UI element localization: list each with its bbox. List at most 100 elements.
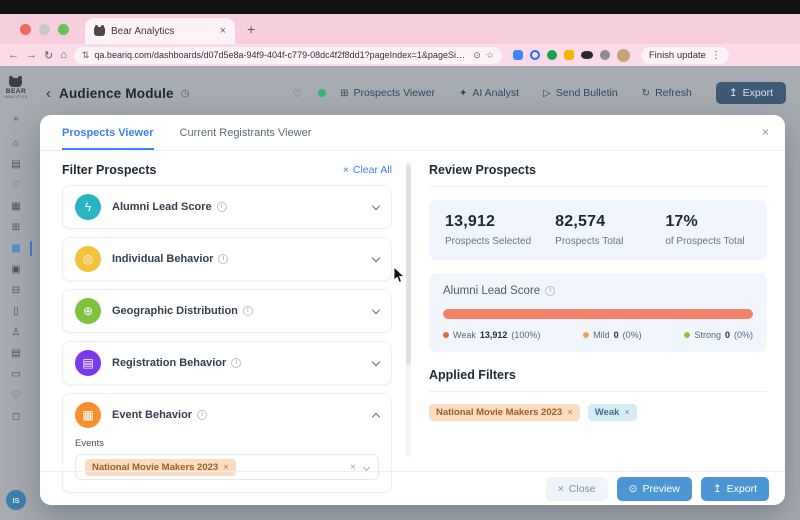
legend-name: Strong <box>694 330 721 340</box>
sidebar-item-chat-icon[interactable]: ◻ <box>11 411 21 422</box>
select-clear-icon[interactable]: × <box>350 461 356 473</box>
site-settings-icon[interactable]: ⇅ <box>81 49 90 60</box>
sidebar-item-cards-icon[interactable]: ▭ <box>11 369 21 380</box>
remove-tag-icon[interactable]: × <box>624 407 630 418</box>
chevron-down-icon[interactable] <box>371 357 381 366</box>
remove-tag-icon[interactable]: × <box>567 407 573 418</box>
browser-toolbar: ← → ↻ ⌂ ⇅ qa.beariq.com/dashboards/d07d5… <box>0 44 800 66</box>
chevron-up-icon[interactable] <box>371 412 381 421</box>
stat-prospects-selected: 13,912 Prospects Selected <box>445 213 555 247</box>
sidebar-item-notebook-icon[interactable]: ▤ <box>11 348 21 359</box>
applied-filter-tag-event[interactable]: National Movie Makers 2023 × <box>429 404 580 421</box>
modal-close-icon[interactable]: × <box>761 125 769 139</box>
reload-icon[interactable]: ↻ <box>44 49 54 62</box>
registration-icon: ▤ <box>75 350 101 376</box>
filter-group-label: Alumni Lead Score <box>112 201 212 213</box>
maximize-window-button[interactable] <box>58 24 69 35</box>
puzzle-extension-icon[interactable] <box>599 50 610 60</box>
filter-group-individual-behavior[interactable]: ◎ Individual Behavior i <box>62 237 392 281</box>
sidebar-item-apps-icon[interactable]: ⊞ <box>11 222 21 233</box>
bookmark-star-icon[interactable]: ☆ <box>485 49 494 60</box>
filter-group-label: Geographic Distribution <box>112 305 238 317</box>
bear-logo-icon <box>9 76 23 87</box>
green-extension-icon[interactable] <box>546 50 557 60</box>
legend-pct: (0%) <box>733 330 753 340</box>
export-button-label: Export <box>726 482 757 495</box>
select-chevron-icon[interactable] <box>362 463 371 471</box>
bear-logo-title: BEAR <box>5 88 27 95</box>
info-icon: i <box>197 410 208 420</box>
prospects-viewer-button[interactable]: ⊞ Prospects Viewer <box>340 87 435 99</box>
preview-button[interactable]: ⊙ Preview <box>616 476 692 501</box>
url-text[interactable]: qa.beariq.com/dashboards/d07d5e8a-94f9-4… <box>94 50 469 60</box>
filter-group-alumni-lead-score[interactable]: ϟ Alumni Lead Score i <box>62 185 392 229</box>
send-bulletin-button[interactable]: ▷ Send Bulletin <box>543 87 618 99</box>
back-chevron-icon[interactable]: ‹ <box>46 84 51 102</box>
sidebar-item-archive-icon[interactable]: ⊟ <box>11 285 21 296</box>
chevron-down-icon[interactable] <box>371 253 381 262</box>
chevron-down-icon[interactable] <box>371 201 381 210</box>
export-button[interactable]: ↥ Export <box>700 476 769 501</box>
filter-group-registration-behavior[interactable]: ▤ Registration Behavior i <box>62 341 392 385</box>
info-icon: i <box>231 358 242 368</box>
refresh-button[interactable]: ↻ Refresh <box>642 87 692 99</box>
browser-tab[interactable]: Bear Analytics × <box>85 18 235 44</box>
sidebar-item-documents-icon[interactable]: ▯ <box>13 306 19 317</box>
user-avatar[interactable]: IS <box>6 490 26 510</box>
minimize-window-button[interactable] <box>39 24 50 35</box>
os-top-bar <box>0 0 800 14</box>
prospects-viewer-label: Prospects Viewer <box>353 87 435 99</box>
stat-percent-of-total: 17% of Prospects Total <box>665 213 751 247</box>
applied-filter-tag-weak[interactable]: Weak × <box>587 404 637 421</box>
sidebar-item-contacts-icon[interactable]: ♙ <box>11 327 21 338</box>
lead-score-icon: ϟ <box>75 194 101 220</box>
header-export-button[interactable]: ↥ Export <box>715 82 786 104</box>
sidebar-item-calendar-icon[interactable]: ▦ <box>11 201 21 212</box>
alumni-lead-score-card: Alumni Lead Score i Weak 13,912 (100%) <box>429 273 767 352</box>
scrollbar-thumb[interactable] <box>406 165 411 365</box>
applied-tag-label: National Movie Makers 2023 <box>436 407 563 418</box>
tab-current-registrants-viewer[interactable]: Current Registrants Viewer <box>179 126 312 139</box>
sidebar-collapse-icon[interactable]: » <box>13 113 19 123</box>
yellow-extension-icon[interactable] <box>563 50 574 60</box>
sidebar-item-organization-icon[interactable]: ▤ <box>11 159 21 170</box>
browser-menu-icon[interactable]: ⋮ <box>710 49 721 61</box>
status-dot <box>318 89 327 97</box>
close-button-label: Close <box>568 482 596 495</box>
ai-analyst-button[interactable]: ✦ AI Analyst <box>459 87 519 99</box>
header-actions: ♡ ⊞ Prospects Viewer ✦ AI Analyst ▷ Send… <box>292 82 800 104</box>
history-clock-icon[interactable]: ◷ <box>180 87 190 99</box>
new-tab-button[interactable]: + <box>247 21 256 37</box>
sidebar-item-media-icon[interactable]: ▣ <box>11 264 21 275</box>
chevron-down-icon[interactable] <box>371 305 381 314</box>
favorite-heart-icon[interactable]: ♡ <box>292 87 303 100</box>
filter-group-geographic-distribution[interactable]: ⊕ Geographic Distribution i <box>62 289 392 333</box>
sidebar-item-home-icon[interactable]: ⌂ <box>12 138 20 149</box>
remove-tag-icon[interactable]: × <box>223 461 229 473</box>
address-bar[interactable]: ⇅ qa.beariq.com/dashboards/d07d5e8a-94f9… <box>73 46 502 64</box>
refresh-icon: ↻ <box>641 87 651 99</box>
panel-scrollbar[interactable] <box>406 161 411 457</box>
prospects-viewer-icon: ⊞ <box>340 87 349 99</box>
close-window-button[interactable] <box>20 24 31 35</box>
preview-eye-icon[interactable]: ⊙ <box>473 49 481 60</box>
back-icon[interactable]: ← <box>8 49 19 61</box>
ring-extension-icon[interactable] <box>529 50 540 60</box>
sidebar-item-engagement-icon[interactable]: ♡ <box>11 180 21 191</box>
close-button[interactable]: × Close <box>545 476 608 501</box>
ai-analyst-label: AI Analyst <box>472 87 520 99</box>
sidebar-item-favorites-icon[interactable]: ♡ <box>11 390 21 401</box>
extension-icons <box>512 48 630 62</box>
finish-update-button[interactable]: Finish update ⋮ <box>640 46 729 64</box>
browser-profile-avatar[interactable] <box>616 48 630 62</box>
grid-extension-icon[interactable] <box>512 50 523 60</box>
clear-all-button[interactable]: × Clear All <box>343 164 392 176</box>
home-icon[interactable]: ⌂ <box>60 49 67 61</box>
modal-tabs: Prospects Viewer Current Registrants Vie… <box>40 115 785 151</box>
tab-prospects-viewer[interactable]: Prospects Viewer <box>62 115 154 150</box>
dark-extension-icon[interactable] <box>580 51 593 59</box>
sidebar-item-audience-module-icon[interactable]: ▩ <box>0 238 32 259</box>
tab-close-icon[interactable]: × <box>219 25 226 37</box>
forward-icon[interactable]: → <box>26 49 37 61</box>
review-prospects-panel: Review Prospects 13,912 Prospects Select… <box>413 151 785 471</box>
